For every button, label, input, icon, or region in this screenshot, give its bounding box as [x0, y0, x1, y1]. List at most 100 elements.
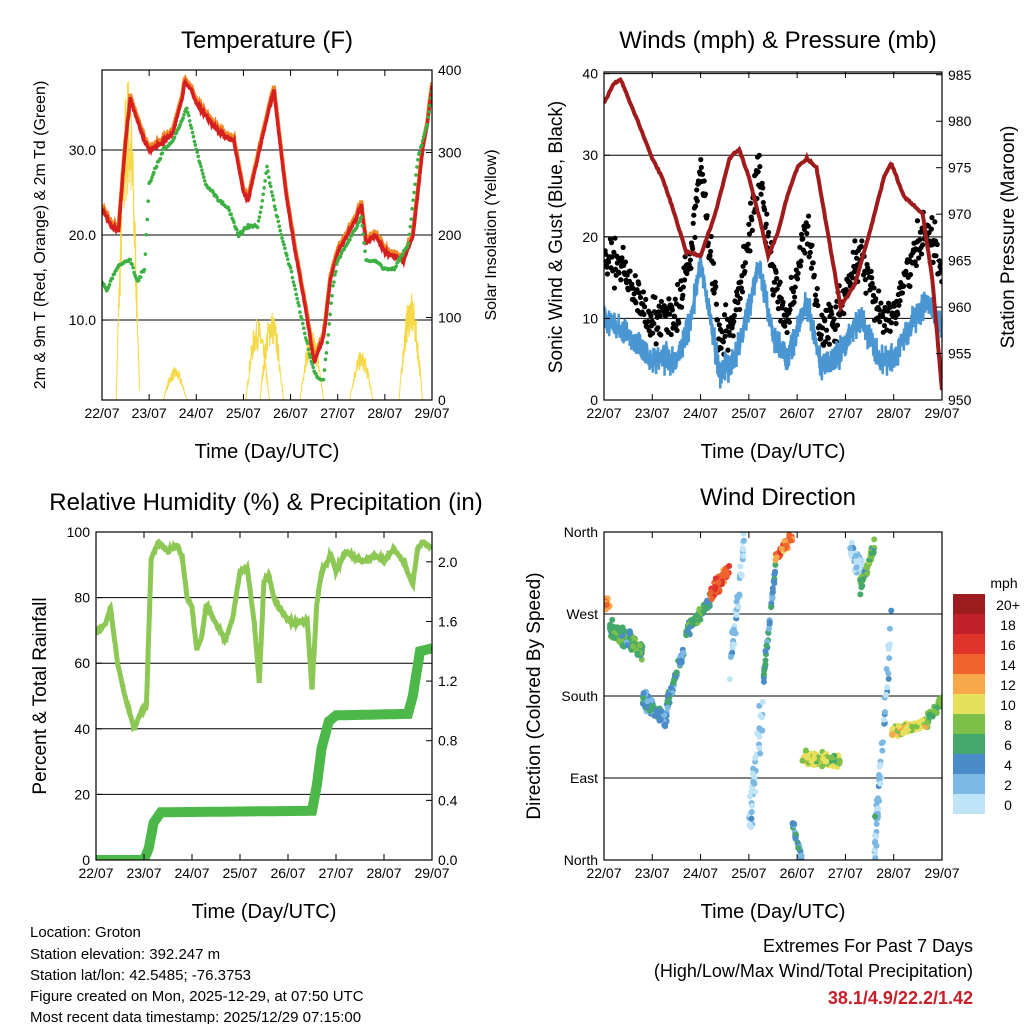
- gust-point: [792, 284, 798, 290]
- gust-point: [819, 325, 826, 331]
- gust-point: [782, 323, 788, 329]
- wind-direction-point: [651, 712, 658, 719]
- humidity-y-tick-label: 20: [74, 786, 90, 802]
- wind-direction-point: [909, 723, 916, 730]
- gust-point: [738, 279, 744, 285]
- gust-point: [888, 320, 894, 326]
- colorbar-title: mph: [990, 575, 1017, 591]
- wind-direction-point: [689, 620, 696, 627]
- winds-x-tick-label: 25/07: [731, 405, 766, 421]
- gust-point: [684, 270, 690, 277]
- dewpoint-point: [355, 223, 360, 228]
- wind-direction-point: [624, 642, 631, 649]
- dewpoint-point: [277, 224, 282, 229]
- winds-x-tick-label: 24/07: [683, 405, 718, 421]
- dewpoint-point: [310, 362, 315, 366]
- wind-direction-point: [740, 532, 747, 537]
- humidity-ylabel: Percent & Total Rainfall: [30, 597, 51, 794]
- gust-point: [636, 281, 642, 287]
- gust-point: [699, 171, 706, 177]
- wind-direction-point: [657, 708, 664, 715]
- colorbar-label: 8: [1004, 717, 1012, 733]
- wind-direction-point: [711, 586, 718, 593]
- dewpoint-point: [132, 270, 136, 275]
- gust-point: [843, 286, 849, 293]
- dewpoint-point: [334, 269, 338, 274]
- gust-point: [680, 292, 686, 298]
- wind-direction-point: [673, 669, 680, 676]
- gust-point: [811, 272, 817, 278]
- wind-direction-point: [872, 855, 879, 860]
- gust-point: [713, 301, 720, 307]
- wind-direction-point: [769, 589, 776, 596]
- wind-direction-point: [819, 763, 826, 770]
- gust-point: [833, 304, 839, 310]
- colorbar-swatch: [953, 674, 985, 694]
- gust-point: [801, 226, 808, 233]
- temperature-x-tick-label: 26/07: [273, 405, 308, 421]
- wind-direction-point: [847, 545, 854, 552]
- wind-direction-point: [872, 813, 879, 820]
- dewpoint-point: [280, 236, 284, 240]
- dewpoint-point: [406, 241, 411, 246]
- dewpoint-point: [146, 199, 150, 203]
- wind-direction-y-tick-label: North: [564, 852, 598, 868]
- gust-point: [643, 296, 649, 302]
- wind-direction-point: [762, 648, 769, 655]
- gust-point: [852, 238, 858, 244]
- gust-point: [877, 319, 883, 325]
- winds-frame: [603, 71, 943, 401]
- gust-point: [746, 231, 753, 237]
- gust-point: [829, 311, 835, 317]
- gust-point: [938, 262, 942, 268]
- wind-direction-point: [848, 539, 855, 546]
- colorbar-label: 6: [1004, 737, 1012, 753]
- gust-point: [633, 300, 639, 306]
- dewpoint-point: [305, 341, 310, 346]
- wind-direction-point: [677, 657, 684, 664]
- dewpoint-point: [152, 170, 156, 175]
- gust-point: [822, 339, 828, 345]
- gust-point: [797, 263, 804, 269]
- winds-x-tick-label: 23/07: [635, 405, 670, 421]
- gust-point: [824, 307, 830, 313]
- gust-point: [714, 317, 721, 323]
- gust-point: [720, 339, 726, 345]
- dewpoint-point: [285, 257, 290, 262]
- wind-direction-point: [708, 595, 715, 602]
- dewpoint-point: [235, 227, 239, 232]
- gust-point: [674, 281, 681, 288]
- gust-point: [815, 302, 821, 309]
- wind-direction-point: [671, 677, 678, 684]
- wind-direction-point: [644, 698, 651, 705]
- gust-point: [938, 267, 942, 273]
- gust-point: [929, 215, 935, 221]
- wind-direction-point: [757, 750, 764, 757]
- gust-point: [723, 302, 729, 308]
- wind-direction-point: [886, 625, 893, 632]
- temperature-x-tick-label: 24/07: [179, 405, 214, 421]
- winds-marks: [604, 77, 942, 391]
- pressure-line: [604, 77, 942, 391]
- wind-direction-marks: [604, 532, 942, 860]
- gust-point: [770, 292, 776, 298]
- dewpoint-point: [307, 352, 312, 356]
- dewpoint-point: [302, 331, 307, 336]
- gust-point: [604, 251, 609, 257]
- humidity-marks: [96, 538, 432, 860]
- wind-direction-point: [799, 757, 806, 764]
- wind-direction-point: [795, 845, 802, 852]
- dewpoint-point: [142, 267, 147, 272]
- gust-point: [757, 163, 763, 170]
- winds-y-right-tick-label: 965: [948, 253, 972, 269]
- gust-point: [871, 285, 877, 291]
- gust-point: [868, 268, 874, 274]
- dewpoint-point: [294, 292, 299, 297]
- solar-insolation-line: [162, 366, 188, 400]
- gust-point: [788, 274, 794, 280]
- wind-direction-point: [937, 700, 942, 707]
- wind-direction-point: [871, 832, 878, 839]
- gust-point: [611, 285, 618, 291]
- gust-point: [698, 164, 704, 171]
- gust-point: [711, 290, 717, 296]
